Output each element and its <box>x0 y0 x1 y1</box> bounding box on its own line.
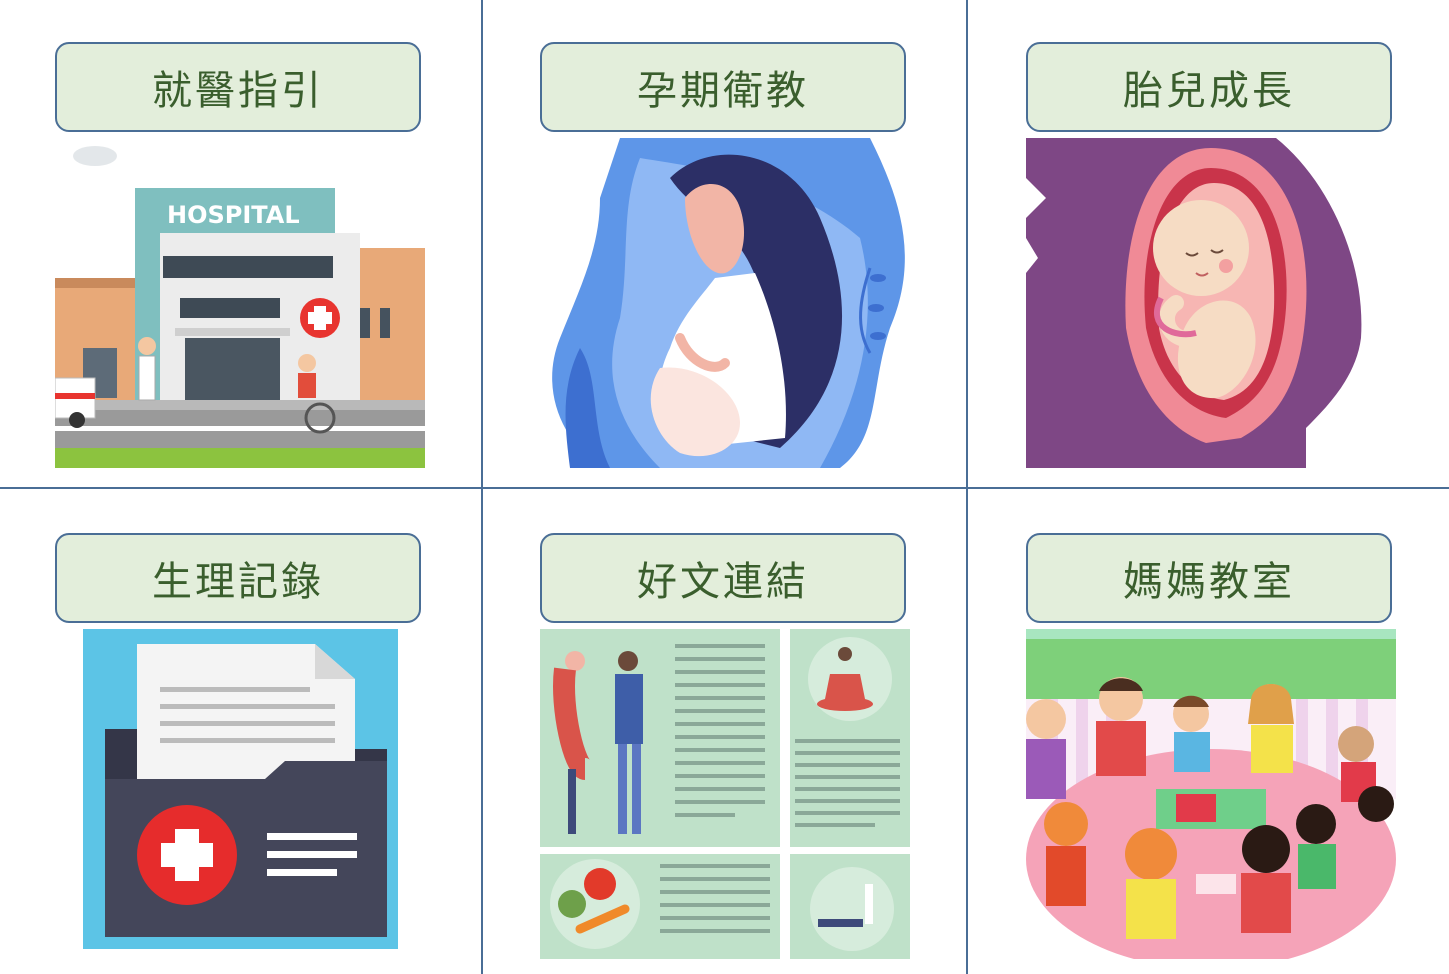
pregnant-woman-illustration[interactable] <box>540 138 910 468</box>
hospital-sign-text: HOSPITAL <box>167 201 300 229</box>
article-infographic-illustration[interactable] <box>540 629 910 959</box>
fetal-growth-button[interactable]: 胎兒成長 <box>1026 42 1392 132</box>
mom-classroom-button[interactable]: 媽媽教室 <box>1026 533 1392 623</box>
menu-tile-article-links[interactable]: 好文連結 <box>540 533 910 963</box>
row-divider <box>0 487 1449 489</box>
medical-record-illustration[interactable] <box>55 629 425 959</box>
hospital-illustration[interactable]: HOSPITAL <box>55 138 425 468</box>
article-links-button[interactable]: 好文連結 <box>540 533 906 623</box>
menu-tile-mom-classroom[interactable]: 媽媽教室 <box>1026 533 1396 963</box>
menu-tile-health-record[interactable]: 生理記錄 <box>55 533 425 963</box>
menu-tile-fetal-growth[interactable]: 胎兒成長 <box>1026 42 1396 472</box>
classroom-illustration[interactable] <box>1026 629 1396 959</box>
pregnancy-education-button[interactable]: 孕期衛教 <box>540 42 906 132</box>
fetus-illustration[interactable] <box>1026 138 1396 468</box>
health-record-button[interactable]: 生理記錄 <box>55 533 421 623</box>
medical-guide-button[interactable]: 就醫指引 <box>55 42 421 132</box>
menu-tile-pregnancy-education[interactable]: 孕期衛教 <box>540 42 910 472</box>
menu-tile-medical-guide[interactable]: 就醫指引 HOSPITAL <box>55 42 425 472</box>
